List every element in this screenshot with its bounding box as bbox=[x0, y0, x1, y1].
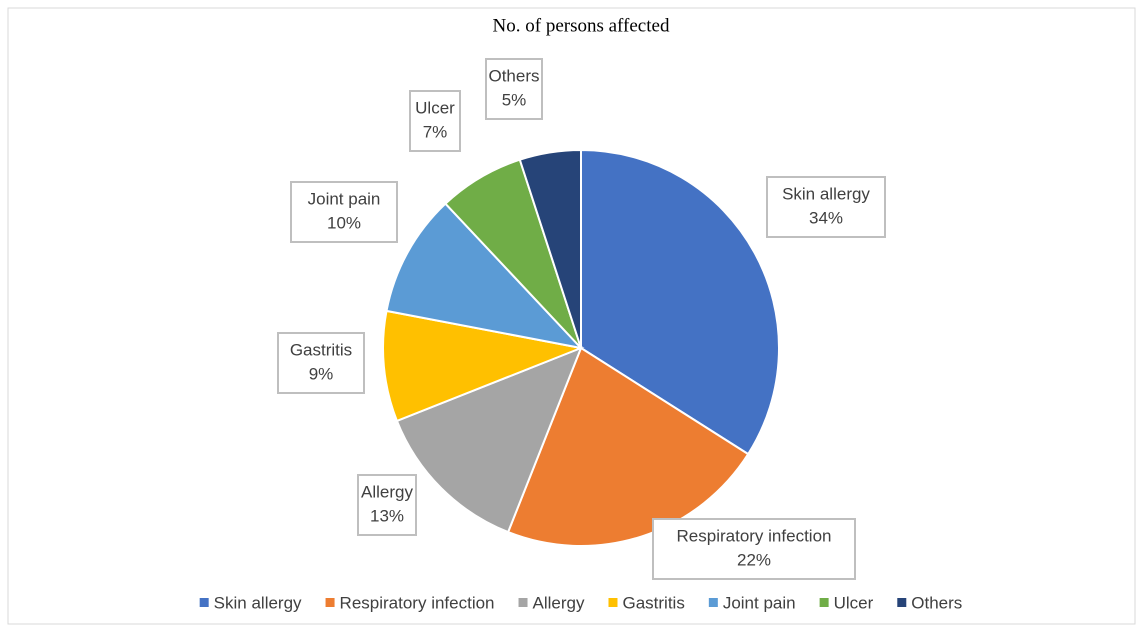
data-label-value: 5% bbox=[502, 90, 527, 109]
legend-label: Ulcer bbox=[834, 593, 874, 612]
legend-label: Joint pain bbox=[723, 593, 796, 612]
data-label-name: Ulcer bbox=[415, 98, 455, 117]
data-label-box bbox=[277, 332, 365, 394]
data-label-value: 7% bbox=[423, 122, 448, 141]
data-label-name: Allergy bbox=[361, 482, 413, 501]
data-label-name: Joint pain bbox=[308, 189, 381, 208]
chart-title: No. of persons affected bbox=[493, 15, 670, 36]
pie-slice bbox=[518, 148, 582, 349]
legend-label: Gastritis bbox=[622, 593, 684, 612]
data-label-name: Respiratory infection bbox=[677, 526, 832, 545]
legend-marker bbox=[608, 598, 618, 607]
pie-slice bbox=[382, 309, 585, 423]
data-label-box bbox=[409, 90, 461, 152]
legend-label: Allergy bbox=[533, 593, 585, 612]
legend-label: Respiratory infection bbox=[340, 593, 495, 612]
legend-marker bbox=[819, 598, 829, 607]
legend-marker bbox=[708, 598, 718, 607]
legend-marker bbox=[325, 598, 335, 607]
legend-marker bbox=[199, 598, 209, 607]
data-label-name: Skin allergy bbox=[782, 184, 870, 203]
legend-marker bbox=[897, 598, 907, 607]
data-label-box bbox=[485, 58, 543, 120]
data-label-value: 10% bbox=[327, 213, 361, 232]
data-label-box bbox=[652, 518, 856, 580]
legend-label: Others bbox=[911, 593, 962, 612]
pie-slice bbox=[395, 346, 583, 534]
legend-marker bbox=[518, 598, 528, 607]
data-label-name: Others bbox=[488, 66, 539, 85]
data-label-box bbox=[357, 474, 417, 536]
pie-slice bbox=[506, 346, 750, 547]
data-label-value: 13% bbox=[370, 506, 404, 525]
data-label-name: Gastritis bbox=[290, 340, 352, 359]
data-label-value: 9% bbox=[309, 364, 334, 383]
data-label-value: 22% bbox=[737, 550, 771, 569]
pie-slice bbox=[580, 148, 780, 456]
data-label-value: 34% bbox=[809, 208, 843, 227]
data-label-box bbox=[290, 181, 398, 243]
pie-slice bbox=[385, 202, 584, 350]
data-label-box bbox=[766, 176, 886, 238]
legend-label: Skin allergy bbox=[214, 593, 302, 612]
